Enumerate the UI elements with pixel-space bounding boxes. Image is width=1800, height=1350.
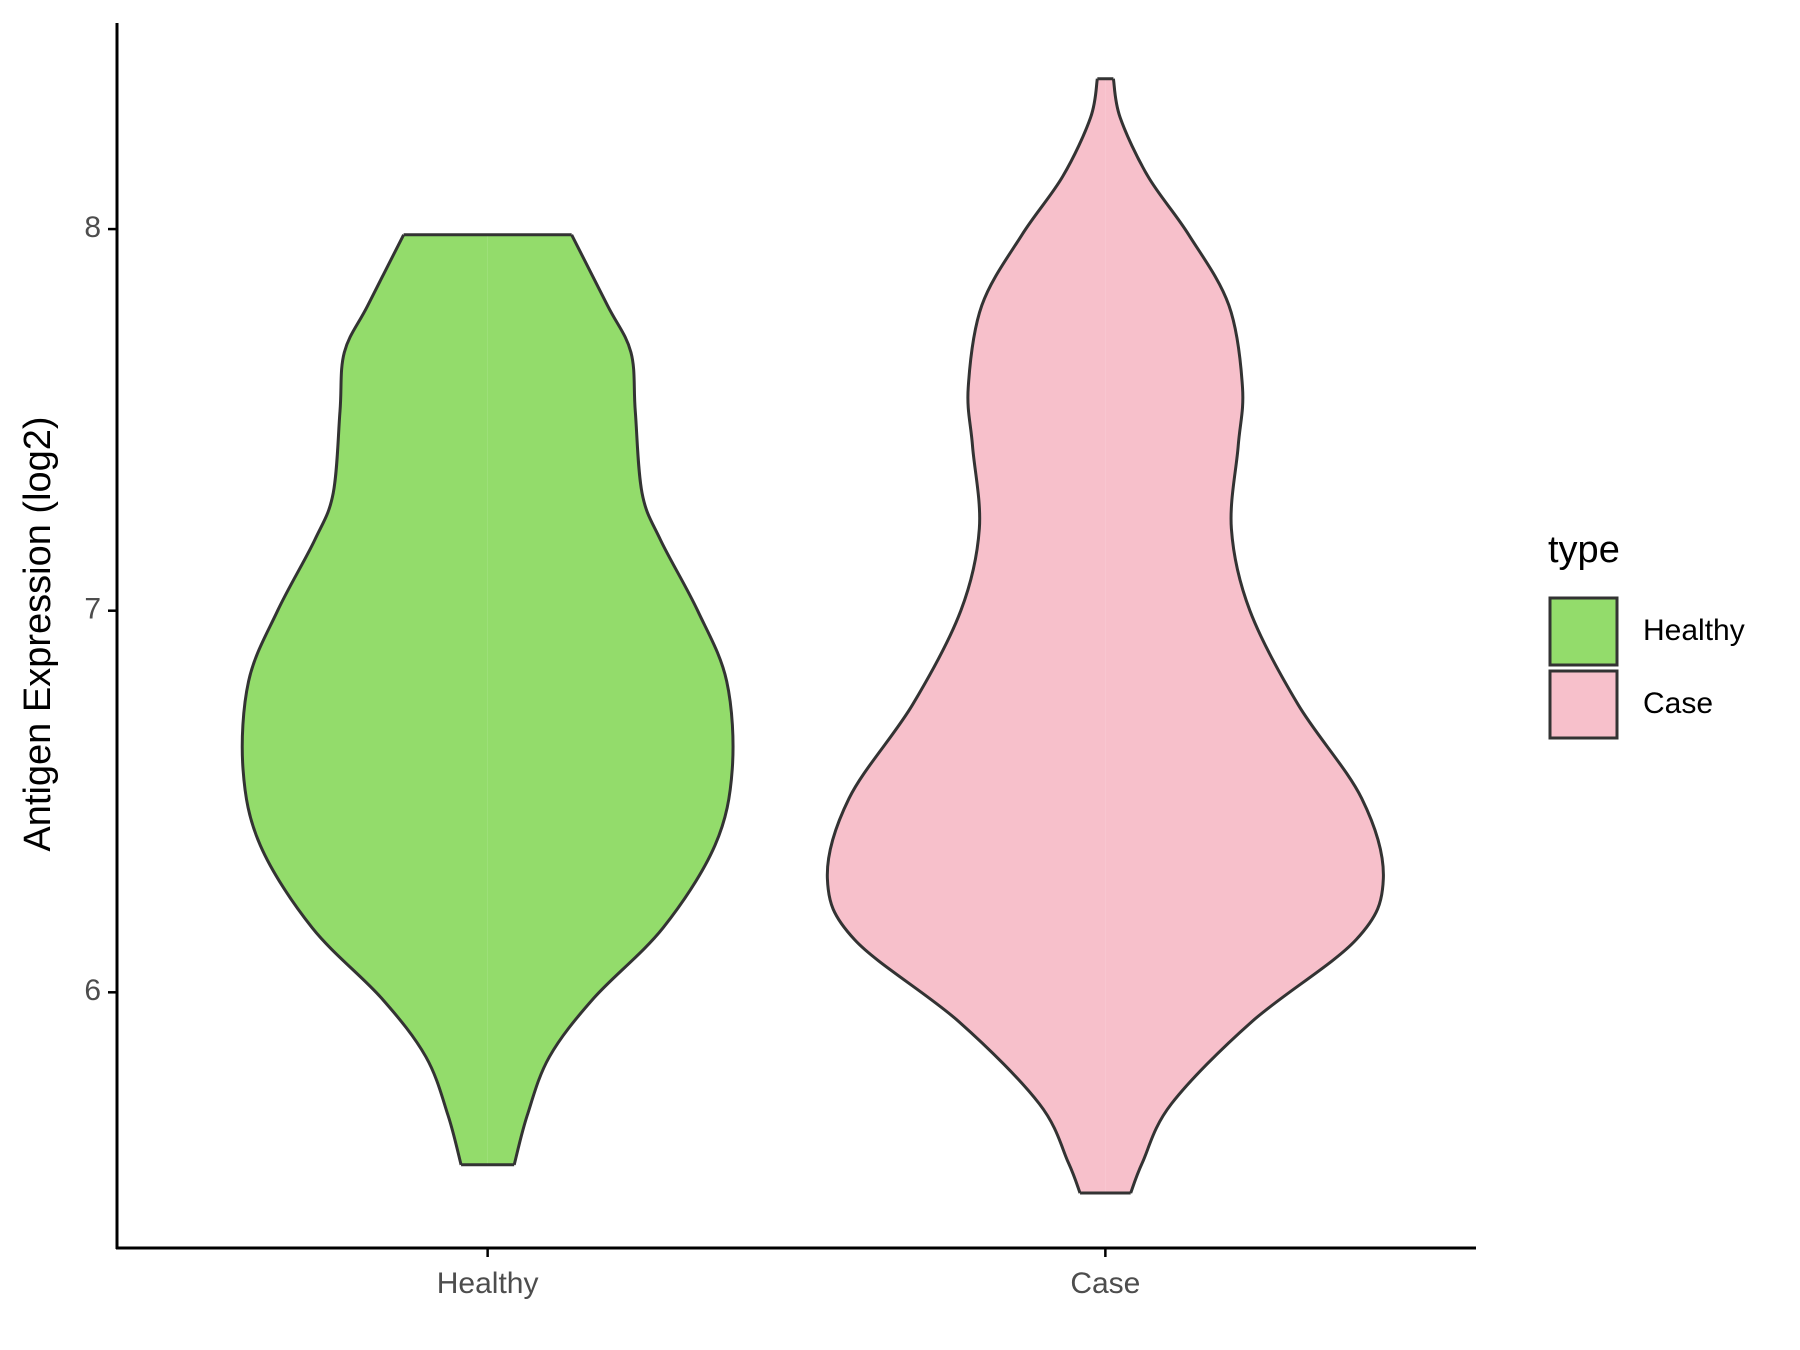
violin-outline xyxy=(1111,78,1385,1194)
legend-key xyxy=(1548,669,1619,740)
legend-title: type xyxy=(1548,529,1620,571)
violin-outline xyxy=(240,234,463,1166)
violin-fill xyxy=(827,78,1106,1194)
violin-outline xyxy=(825,78,1099,1194)
violin-fill xyxy=(487,234,734,1165)
y-tick-label: 7 xyxy=(84,593,101,626)
y-tick-label: 6 xyxy=(84,974,101,1007)
violin-outline xyxy=(512,234,735,1166)
legend-label: Case xyxy=(1643,687,1713,720)
violin-fill xyxy=(1105,78,1384,1194)
legend-label: Healthy xyxy=(1643,614,1745,647)
legend-key xyxy=(1548,596,1619,667)
violin-fill xyxy=(242,234,488,1165)
y-tick-label: 8 xyxy=(84,211,101,244)
x-tick-label: Case xyxy=(1070,1267,1140,1300)
x-tick-label: Healthy xyxy=(437,1267,539,1300)
y-axis-title: Antigen Expression (log2) xyxy=(17,416,59,851)
